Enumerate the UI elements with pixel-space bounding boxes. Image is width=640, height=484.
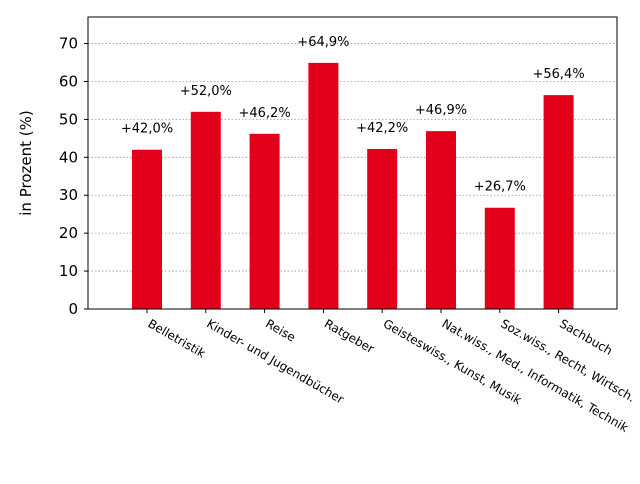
data-labels: +42,0% +52,0% +46,2% +64,9% +42,2% +46,9% +26,… bbox=[121, 35, 585, 195]
y-tick-label: 10 bbox=[59, 262, 78, 280]
y-tick-label: 50 bbox=[59, 110, 78, 128]
data-label: +42,0% bbox=[121, 122, 173, 137]
bar bbox=[190, 111, 221, 309]
y-tick-label: 30 bbox=[59, 186, 78, 204]
y-tick-label: 0 bbox=[68, 300, 78, 318]
bar bbox=[308, 62, 339, 310]
data-label: +46,9% bbox=[415, 103, 467, 118]
y-tick-label: 20 bbox=[59, 224, 78, 242]
bar bbox=[426, 131, 456, 309]
grid-lines bbox=[88, 43, 617, 272]
data-label: +42,2% bbox=[356, 121, 408, 136]
y-axis-label: in Prozent (%) bbox=[17, 110, 35, 215]
y-tick-label: 40 bbox=[59, 148, 78, 166]
bar bbox=[543, 95, 574, 310]
data-label: +64,9% bbox=[297, 35, 349, 50]
y-axis: 0 10 20 30 40 50 60 70 bbox=[59, 35, 88, 318]
bar bbox=[132, 149, 162, 309]
bar bbox=[249, 133, 280, 309]
plot-frame bbox=[87, 16, 618, 310]
y-tick-label: 60 bbox=[59, 72, 78, 90]
bars bbox=[132, 62, 574, 310]
data-label: +46,2% bbox=[238, 106, 290, 121]
data-label: +56,4% bbox=[532, 67, 584, 82]
y-tick-label: 70 bbox=[59, 35, 78, 53]
bar bbox=[484, 207, 515, 309]
data-label: +52,0% bbox=[180, 84, 232, 99]
bar bbox=[367, 148, 398, 309]
data-label: +26,7% bbox=[474, 180, 526, 195]
